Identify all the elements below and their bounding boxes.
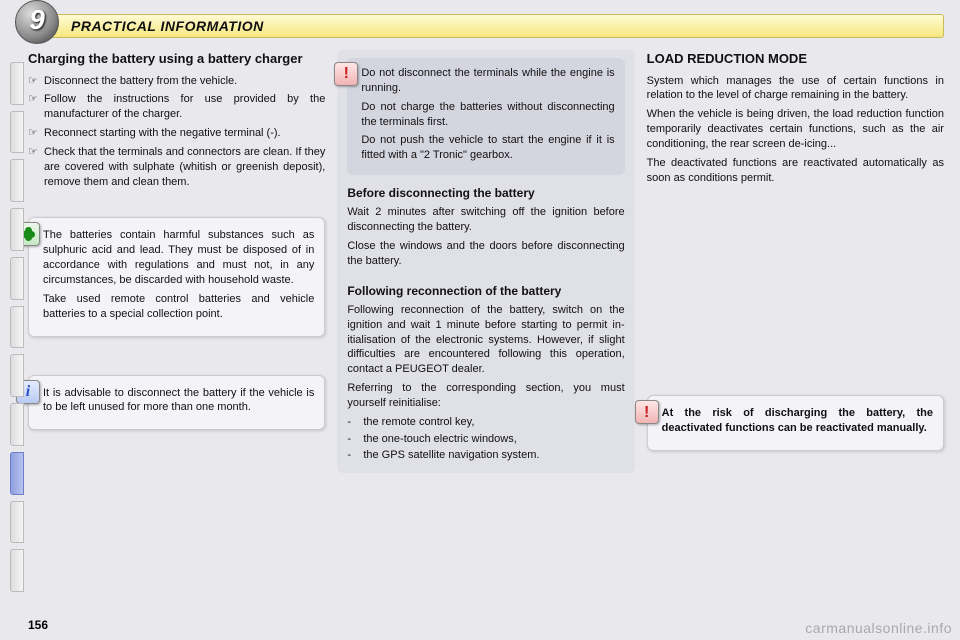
content-area: Charging the battery using a battery cha… xyxy=(28,50,944,612)
section-b-title: Following reconnection of the battery xyxy=(347,283,624,299)
header-title: PRACTICAL INFORMATION xyxy=(71,18,264,34)
col2-warning-text: Do not disconnect the terminals while th… xyxy=(361,66,614,163)
chapter-number: 9 xyxy=(15,0,59,44)
warning-paragraph: Do not disconnect the terminals while th… xyxy=(361,66,614,96)
section-a-title: Before disconnecting the battery xyxy=(347,185,624,201)
warning-paragraph: Do not push the vehicle to start the eng… xyxy=(361,133,614,163)
side-tab[interactable] xyxy=(10,111,24,154)
column-3: LOAD REDUCTION MODE System which manages… xyxy=(647,50,944,612)
info-panel: i It is advisable to disconnect the batt… xyxy=(28,375,325,431)
section-a-paras: Wait 2 minutes after switching off the i… xyxy=(347,205,624,268)
bullet-item: ☞Check that the terminals and connec­tor… xyxy=(28,145,325,190)
column-2: ! Do not disconnect the terminals while … xyxy=(337,50,634,612)
section-b-paras: Following reconnection of the bat­tery, … xyxy=(347,303,624,411)
eco-panel: The batteries contain harmful sub­stance… xyxy=(28,217,325,336)
eco-panel-paragraph: The batteries contain harmful sub­stance… xyxy=(43,228,314,287)
side-tabs xyxy=(10,62,24,592)
col3-paragraph: The deactivated functions are reactivat­… xyxy=(647,156,944,186)
section-a-paragraph: Close the windows and the doors before d… xyxy=(347,239,624,269)
eco-panel-paragraph: Take used remote control batteries and v… xyxy=(43,292,314,322)
warning-paragraph: Do not charge the batteries without disc… xyxy=(361,100,614,130)
side-tab[interactable] xyxy=(10,354,24,397)
eco-panel-text: The batteries contain harmful sub­stance… xyxy=(43,228,314,321)
bullet-item: ☞Disconnect the battery from the ve­hicl… xyxy=(28,74,325,89)
page-number: 156 xyxy=(28,618,48,632)
warning-icon: ! xyxy=(635,400,659,424)
col1-bullet-list: ☞Disconnect the battery from the ve­hicl… xyxy=(28,74,325,190)
bullet-item: ☞Follow the instructions for use pro­vid… xyxy=(28,92,325,122)
dash-item: -the remote control key, xyxy=(347,415,624,430)
warning-icon: ! xyxy=(334,62,358,86)
col3-title: LOAD REDUCTION MODE xyxy=(647,50,944,68)
side-tab[interactable] xyxy=(10,257,24,300)
col3-warning-panel: ! At the risk of discharging the bat­ter… xyxy=(647,395,944,451)
col1-title: Charging the battery using a battery cha… xyxy=(28,50,325,68)
dash-item: -the GPS satellite navigation system. xyxy=(347,448,624,463)
dash-list: -the remote control key, -the one-touch e… xyxy=(347,415,624,464)
section-a-paragraph: Wait 2 minutes after switching off the i… xyxy=(347,205,624,235)
bullet-item: ☞Reconnect starting with the nega­tive t… xyxy=(28,126,325,141)
dash-item: -the one-touch electric windows, xyxy=(347,432,624,447)
col3-paras: System which manages the use of cer­tain… xyxy=(647,74,944,186)
side-tab[interactable] xyxy=(10,306,24,349)
chapter-badge: 9 xyxy=(15,0,59,44)
col2-shaded-region: ! Do not disconnect the terminals while … xyxy=(337,50,634,473)
col3-paragraph: System which manages the use of cer­tain… xyxy=(647,74,944,104)
side-tab[interactable] xyxy=(10,549,24,592)
col2-warning-panel: ! Do not disconnect the terminals while … xyxy=(347,58,624,175)
side-tab[interactable] xyxy=(10,208,24,251)
watermark: carmanualsonline.info xyxy=(805,620,952,636)
section-b-paragraph: Referring to the corresponding sec­tion,… xyxy=(347,381,624,411)
side-tab[interactable] xyxy=(10,403,24,446)
side-tab[interactable] xyxy=(10,452,24,495)
header-bar: PRACTICAL INFORMATION xyxy=(40,14,944,38)
section-b-paragraph: Following reconnection of the bat­tery, … xyxy=(347,303,624,377)
col3-paragraph: When the vehicle is being driven, the lo… xyxy=(647,107,944,152)
side-tab[interactable] xyxy=(10,159,24,202)
col3-warning-text: At the risk of discharging the bat­tery,… xyxy=(662,406,933,436)
column-1: Charging the battery using a battery cha… xyxy=(28,50,325,612)
side-tab[interactable] xyxy=(10,62,24,105)
side-tab[interactable] xyxy=(10,501,24,544)
info-panel-text: It is advisable to disconnect the batter… xyxy=(43,386,314,416)
